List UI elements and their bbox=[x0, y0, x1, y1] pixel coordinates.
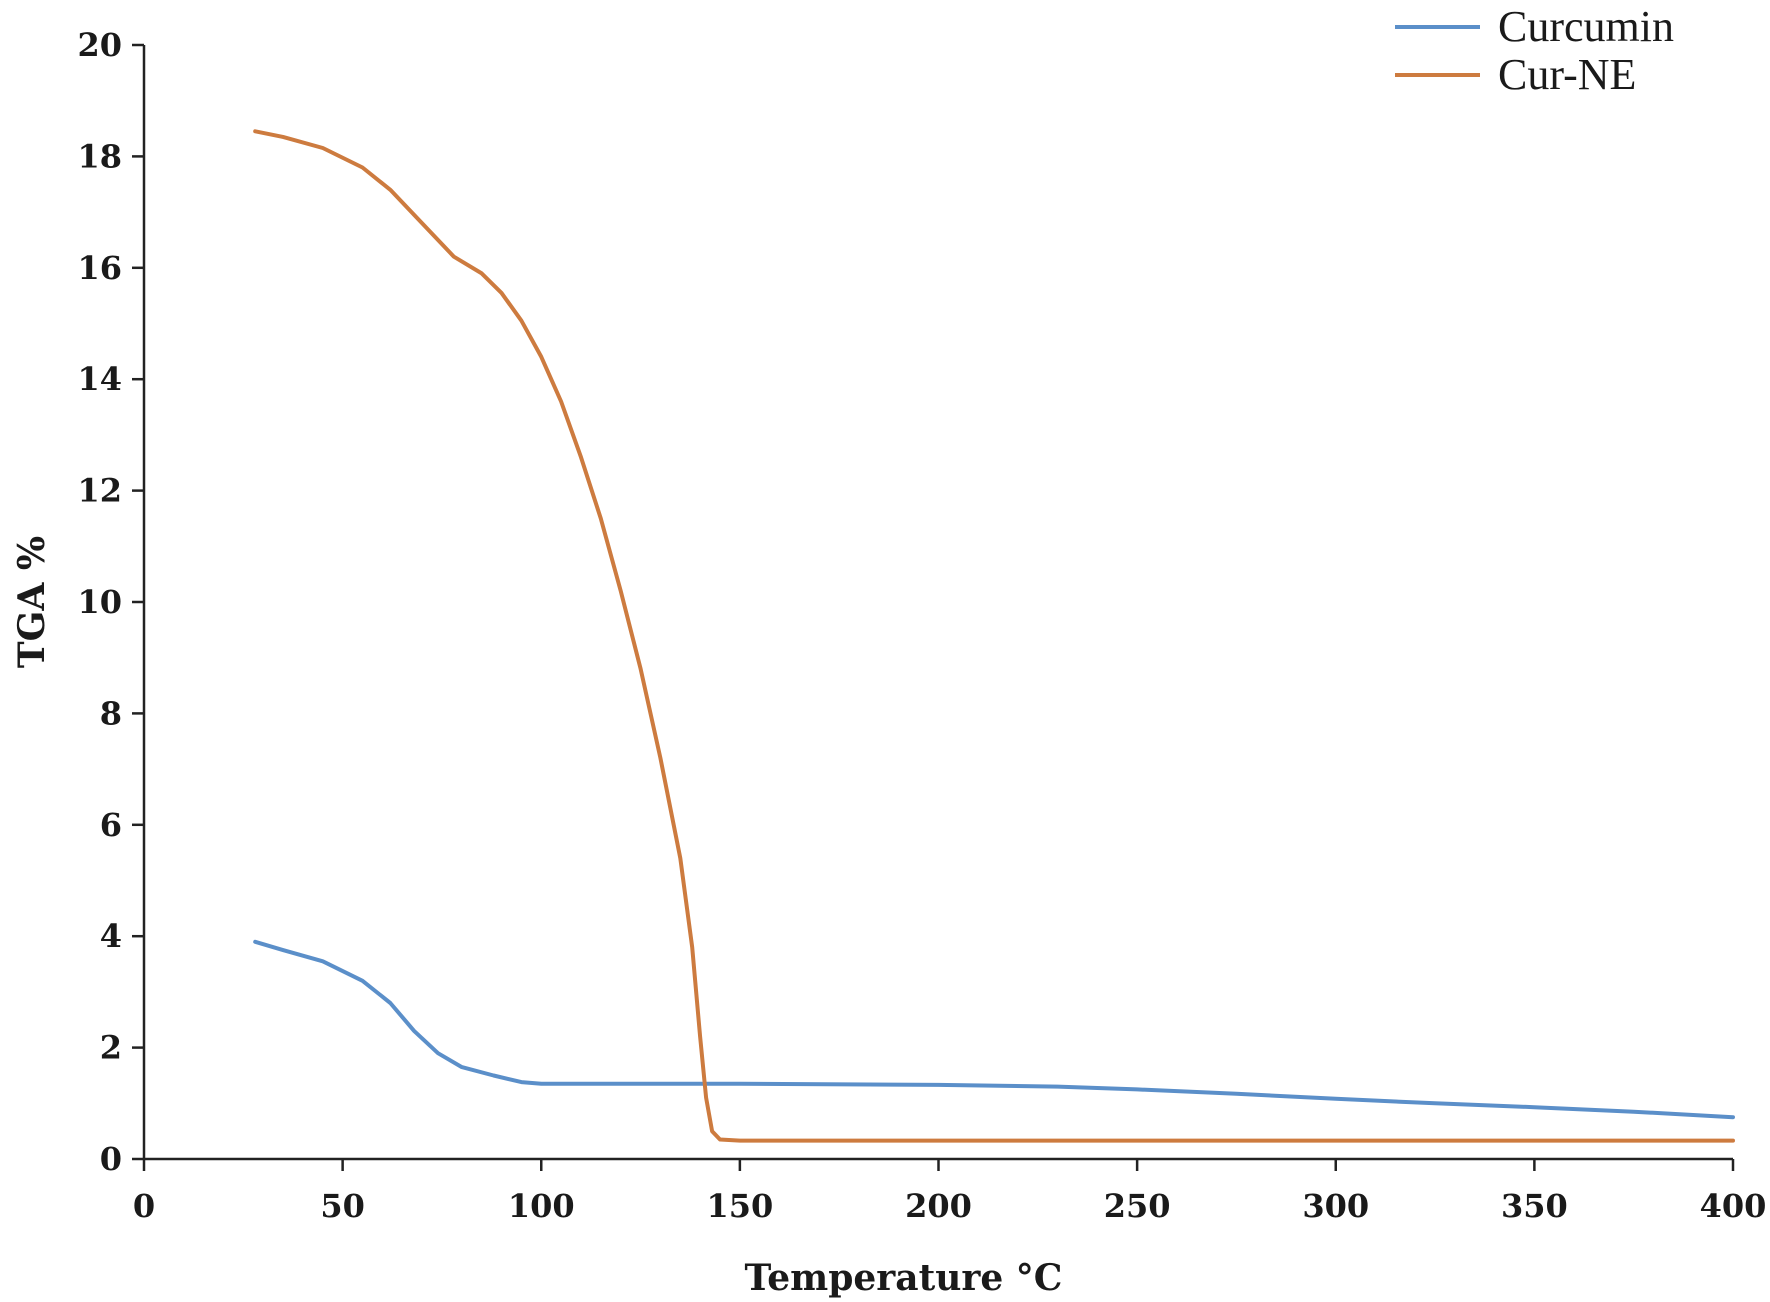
x-tick-label: 150 bbox=[706, 1187, 773, 1225]
y-tick-label: 12 bbox=[77, 472, 122, 510]
y-tick-label: 16 bbox=[77, 249, 122, 287]
series-line-cur-ne bbox=[253, 129, 1735, 1143]
x-tick-label: 100 bbox=[508, 1187, 575, 1225]
x-tick-label: 400 bbox=[1700, 1187, 1767, 1225]
y-tick-label: 2 bbox=[100, 1029, 122, 1067]
legend-label: Curcumin bbox=[1498, 2, 1674, 51]
x-tick-label: 0 bbox=[133, 1187, 155, 1225]
y-axis-title: TGA % bbox=[11, 536, 53, 668]
x-tick-label: 200 bbox=[905, 1187, 972, 1225]
y-tick-label: 18 bbox=[77, 137, 122, 175]
x-tick-label: 300 bbox=[1302, 1187, 1369, 1225]
y-tick-label: 0 bbox=[100, 1140, 122, 1178]
y-tick-label: 8 bbox=[100, 694, 122, 732]
x-axis-title: Temperature °C bbox=[745, 1257, 1063, 1299]
x-axis-ticks: 0 50 100 150 200 250 300 350 400 bbox=[133, 1159, 1767, 1225]
y-axis-ticks: 0 2 4 6 8 10 12 14 16 18 20 bbox=[77, 26, 144, 1178]
y-tick-label: 14 bbox=[77, 360, 122, 398]
y-tick-label: 10 bbox=[77, 583, 122, 621]
legend-label: Cur-NE bbox=[1498, 50, 1636, 99]
x-tick-label: 350 bbox=[1501, 1187, 1568, 1225]
y-tick-label: 20 bbox=[77, 26, 122, 64]
y-tick-label: 4 bbox=[100, 917, 122, 955]
series-layer bbox=[253, 129, 1735, 1143]
x-tick-label: 50 bbox=[320, 1187, 365, 1225]
series-line-curcumin bbox=[253, 939, 1735, 1120]
y-tick-label: 6 bbox=[100, 806, 122, 844]
x-tick-label: 250 bbox=[1104, 1187, 1171, 1225]
